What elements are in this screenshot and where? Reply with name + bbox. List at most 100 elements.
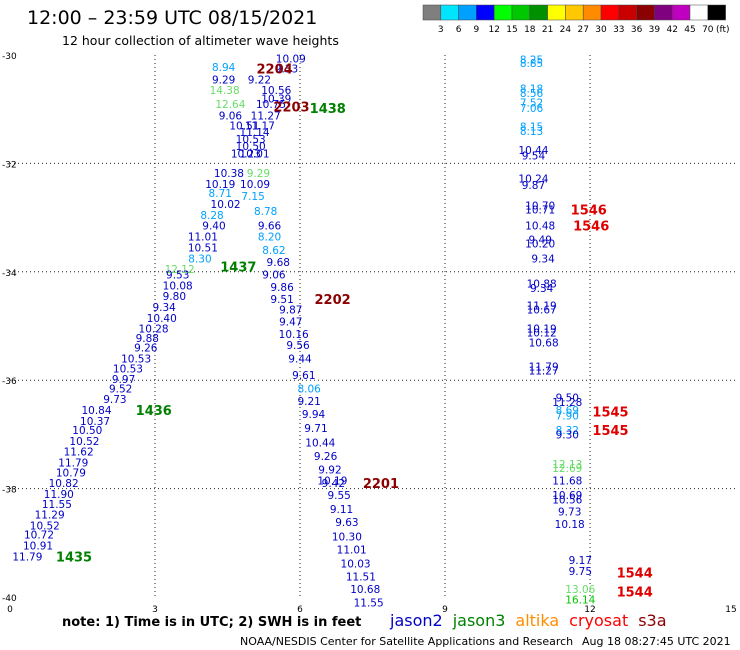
pass-id-label: 1546 [571, 203, 607, 218]
x-tick-label: 3 [152, 605, 158, 615]
data-point-label: 9.87 [279, 305, 302, 317]
data-point-label: 9.44 [288, 354, 312, 366]
data-point-label: 9.30 [556, 429, 579, 441]
footer-note: note: 1) Time is in UTC; 2) SWH is in fe… [62, 615, 361, 630]
data-point-label: 10.01 [240, 149, 270, 161]
data-point-label: 8.28 [200, 210, 223, 222]
data-point-label: 12.64 [215, 99, 245, 111]
data-point-label: 8.20 [258, 232, 281, 244]
pass-id-label: 2203 [273, 100, 309, 115]
data-point-label: 9.42 [322, 478, 345, 490]
colorbar-label: 18 [524, 25, 536, 35]
data-point-label: 9.11 [330, 504, 353, 516]
data-point-label: 10.52 [69, 436, 99, 448]
data-point-label: 16.14 [565, 595, 595, 607]
data-point-label: 7.52 [520, 98, 543, 110]
data-point-label: 8.13 [520, 126, 543, 138]
data-point-label: 10.44 [518, 145, 548, 157]
data-point-label: 9.75 [569, 566, 592, 578]
data-point-label: 10.53 [113, 363, 143, 375]
data-point-label: 11.79 [12, 551, 42, 563]
data-point-label: 8.69 [556, 405, 579, 417]
legend-entry-altika: altika [515, 611, 559, 630]
data-point-label: 9.97 [112, 374, 135, 386]
data-point-label: 11.29 [35, 510, 65, 522]
data-point-label: 14.38 [210, 85, 240, 97]
data-point-label: 10.84 [81, 405, 111, 417]
data-point-label: 9.26 [314, 451, 338, 463]
data-point-label: 9.68 [267, 257, 290, 269]
y-tick-label: -34 [2, 269, 17, 279]
pass-id-label: 1545 [592, 424, 628, 439]
data-point-label: 10.75 [256, 99, 286, 111]
colorbar-swatch [422, 4, 442, 21]
colorbar-label: 39 [649, 25, 661, 35]
data-point-label: 9.73 [558, 506, 581, 518]
data-point-label: 12.12 [165, 264, 195, 276]
data-point-label: 8.18 [520, 84, 543, 96]
data-point-label: 8.30 [188, 253, 211, 265]
data-point-label: 11.62 [64, 447, 94, 459]
data-point-label: 11.19 [527, 300, 557, 312]
chart-title: 12:00 – 23:59 UTC 08/15/2021 [27, 7, 317, 29]
data-point-label: 10.23 [231, 149, 261, 161]
data-point-label: 9.21 [297, 396, 320, 408]
data-point-label: 8.62 [262, 245, 285, 257]
data-point-label: 8.78 [254, 206, 277, 218]
colorbar-swatch [582, 4, 602, 21]
colorbar-label: 12 [488, 25, 499, 35]
y-tick-label: -32 [2, 160, 17, 170]
data-point-label: 10.19 [205, 179, 235, 191]
data-point-label: 10.02 [211, 199, 241, 211]
data-point-label: 9.06 [219, 111, 243, 123]
colorbar: 3 6 9 12 15 18 21 24 27 30 33 36 39 42 45 70 (ft) [422, 4, 730, 35]
footer-credit: NOAA/NESDIS Center for Satellite Applica… [240, 635, 573, 648]
x-tick-label: 12 [584, 605, 595, 615]
data-point-label: 10.53 [121, 354, 151, 366]
data-point-label: 10.16 [279, 329, 309, 341]
data-point-label: 9.17 [569, 555, 592, 567]
data-point-label: 10.88 [527, 279, 557, 291]
data-point-label: 8.32 [556, 425, 579, 437]
data-point-label: 8.25 [520, 54, 543, 66]
data-point-label: 9.50 [556, 393, 579, 405]
data-point-label: 10.12 [527, 328, 557, 340]
grid-lines [10, 55, 735, 597]
pass-id-label: 1544 [617, 567, 653, 582]
data-point-label: 9.34 [530, 283, 554, 295]
colorbar-label: 27 [577, 25, 588, 35]
data-point-label: 10.09 [240, 179, 270, 191]
colorbar-swatch [440, 4, 459, 21]
data-point-label: 9.51 [270, 294, 293, 306]
data-point-label: 9.22 [248, 74, 271, 86]
colorbar-label: 45 [684, 25, 695, 35]
data-point-label: 10.68 [350, 584, 380, 596]
data-point-label: 9.34 [531, 253, 555, 265]
colorbar-swatch [565, 4, 584, 21]
pass-id-label: 1545 [592, 406, 628, 421]
colorbar-label: 21 [542, 25, 553, 35]
pass-id-label: 2201 [363, 477, 399, 492]
colorbar-label: 24 [560, 25, 572, 35]
colorbar-label: 6 [456, 25, 462, 35]
colorbar-swatch [689, 4, 709, 21]
footer-timestamp: Aug 18 08:27:45 UTC 2021 [582, 635, 731, 648]
data-point-label: 7.90 [556, 410, 579, 422]
data-point-label: 10.19 [527, 324, 557, 336]
data-point-label: 8.06 [297, 383, 321, 395]
colorbar-label: 36 [631, 25, 643, 35]
data-point-label: 10.69 [552, 490, 582, 502]
data-point-label: 10.44 [305, 438, 335, 450]
data-point-label: 10.20 [525, 239, 555, 251]
data-point-label: 9.94 [302, 409, 326, 421]
data-point-label: 9.40 [202, 221, 225, 233]
y-tick-label: -40 [2, 594, 17, 604]
y-tick-label: -38 [2, 486, 17, 496]
data-point-label: 9.26 [134, 343, 158, 355]
y-tick-label: -36 [2, 377, 17, 387]
data-point-label: 12.13 [552, 459, 582, 471]
data-point-label: 11.55 [42, 499, 72, 511]
colorbar-label: 15 [506, 25, 517, 35]
colorbar-swatch [600, 4, 620, 21]
